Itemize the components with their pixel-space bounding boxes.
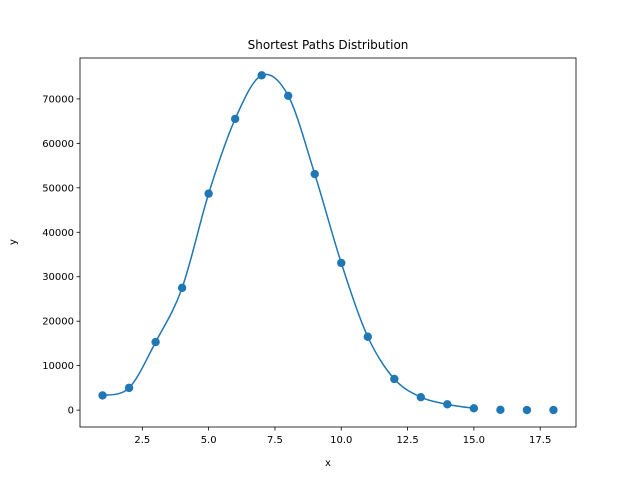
data-point — [363, 332, 372, 341]
y-tick-label: 20000 — [42, 317, 74, 328]
x-axis-label: x — [325, 458, 331, 469]
data-point — [284, 91, 293, 100]
data-point — [124, 383, 134, 393]
x-tick-label: 5.0 — [201, 435, 217, 446]
y-tick-label: 70000 — [42, 94, 74, 105]
data-point — [549, 405, 558, 415]
x-tick-label: 10.0 — [330, 435, 352, 446]
data-point — [151, 337, 160, 347]
data-point — [496, 405, 505, 415]
x-tick-label: 15.0 — [463, 435, 485, 446]
data-point — [416, 393, 426, 402]
y-tick-label: 50000 — [42, 183, 74, 194]
y-tick-label: 0 — [68, 406, 74, 417]
axes-frame — [79, 57, 577, 428]
x-tick-label: 12.5 — [396, 435, 418, 446]
y-tick-label: 40000 — [42, 228, 74, 239]
data-point — [177, 283, 187, 293]
y-axis-label: y — [8, 239, 19, 245]
data-point — [337, 258, 346, 268]
data-point — [522, 405, 532, 415]
series-line — [102, 73, 474, 410]
data-point — [310, 169, 319, 179]
x-axis: 2.5 5.0 7.5 10.0 12.5 15.0 17.5 — [134, 427, 551, 446]
x-tick-label: 2.5 — [134, 435, 150, 446]
x-tick-label: 17.5 — [529, 435, 551, 446]
data-point — [98, 391, 107, 400]
x-tick-label: 7.5 — [267, 435, 283, 446]
data-point — [230, 114, 240, 124]
data-point — [257, 71, 266, 80]
y-tick-label: 60000 — [42, 139, 74, 150]
y-axis: 0 10000 20000 30000 40000 50000 60000 70000 — [42, 94, 80, 417]
plot-area — [98, 71, 558, 415]
data-point — [204, 189, 213, 198]
y-tick-label: 10000 — [42, 361, 74, 372]
data-point — [469, 404, 479, 413]
y-tick-label: 30000 — [42, 272, 74, 283]
data-point — [443, 400, 452, 409]
chart-title: Shortest Paths Distribution — [248, 38, 409, 52]
data-point — [390, 374, 399, 384]
